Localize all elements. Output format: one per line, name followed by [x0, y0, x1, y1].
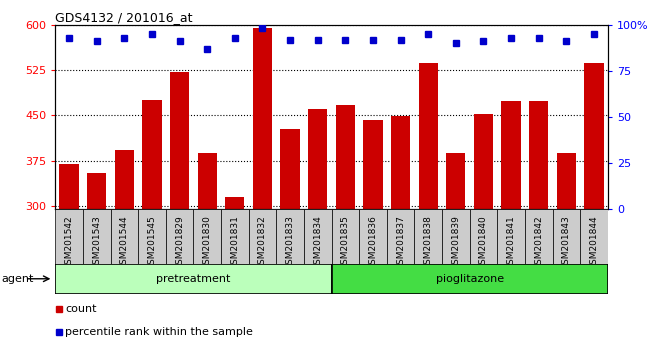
- Bar: [166, 209, 194, 264]
- Bar: [442, 209, 469, 264]
- Bar: [332, 264, 608, 294]
- Bar: [280, 129, 300, 354]
- Text: percentile rank within the sample: percentile rank within the sample: [65, 327, 253, 337]
- Text: GSM201832: GSM201832: [258, 216, 267, 270]
- Bar: [194, 209, 221, 264]
- Bar: [419, 63, 438, 354]
- Text: GSM201842: GSM201842: [534, 216, 543, 270]
- Bar: [584, 63, 604, 354]
- Bar: [474, 114, 493, 354]
- Bar: [276, 209, 304, 264]
- Bar: [138, 209, 166, 264]
- Text: GSM201841: GSM201841: [506, 216, 515, 270]
- Bar: [497, 209, 525, 264]
- Text: GSM201839: GSM201839: [451, 216, 460, 270]
- Bar: [55, 209, 83, 264]
- Text: count: count: [65, 304, 97, 314]
- Text: GSM201545: GSM201545: [148, 216, 157, 270]
- Bar: [391, 116, 410, 354]
- Bar: [335, 105, 355, 354]
- Text: GDS4132 / 201016_at: GDS4132 / 201016_at: [55, 11, 193, 24]
- Bar: [556, 153, 576, 354]
- Text: GSM201844: GSM201844: [590, 216, 599, 270]
- Bar: [198, 153, 217, 354]
- Text: GSM201843: GSM201843: [562, 216, 571, 270]
- Bar: [446, 153, 465, 354]
- Bar: [415, 209, 442, 264]
- Text: GSM201840: GSM201840: [479, 216, 488, 270]
- Bar: [114, 150, 134, 354]
- Bar: [552, 209, 580, 264]
- Bar: [87, 173, 107, 354]
- Bar: [580, 209, 608, 264]
- Text: GSM201838: GSM201838: [424, 216, 433, 270]
- Bar: [83, 209, 111, 264]
- Text: GSM201543: GSM201543: [92, 216, 101, 270]
- Text: GSM201835: GSM201835: [341, 216, 350, 270]
- Bar: [501, 102, 521, 354]
- Text: GSM201831: GSM201831: [230, 216, 239, 270]
- Bar: [142, 99, 162, 354]
- Text: GSM201544: GSM201544: [120, 216, 129, 270]
- Bar: [55, 264, 332, 294]
- Bar: [59, 164, 79, 354]
- Bar: [248, 209, 276, 264]
- Bar: [332, 209, 359, 264]
- Bar: [253, 28, 272, 354]
- Text: pretreatment: pretreatment: [156, 274, 231, 284]
- Text: GSM201830: GSM201830: [203, 216, 212, 270]
- Text: agent: agent: [1, 274, 34, 284]
- Text: GSM201833: GSM201833: [285, 216, 294, 270]
- Bar: [529, 102, 549, 354]
- Bar: [359, 209, 387, 264]
- Text: GSM201829: GSM201829: [175, 216, 184, 270]
- Text: pioglitazone: pioglitazone: [436, 274, 504, 284]
- Bar: [363, 120, 383, 354]
- Bar: [111, 209, 138, 264]
- Bar: [387, 209, 415, 264]
- Text: GSM201542: GSM201542: [64, 216, 73, 270]
- Bar: [221, 209, 248, 264]
- Bar: [308, 109, 328, 354]
- Text: GSM201834: GSM201834: [313, 216, 322, 270]
- Bar: [525, 209, 552, 264]
- Bar: [469, 209, 497, 264]
- Bar: [225, 197, 244, 354]
- Text: GSM201836: GSM201836: [369, 216, 378, 270]
- Bar: [170, 72, 189, 354]
- Bar: [304, 209, 332, 264]
- Text: GSM201837: GSM201837: [396, 216, 405, 270]
